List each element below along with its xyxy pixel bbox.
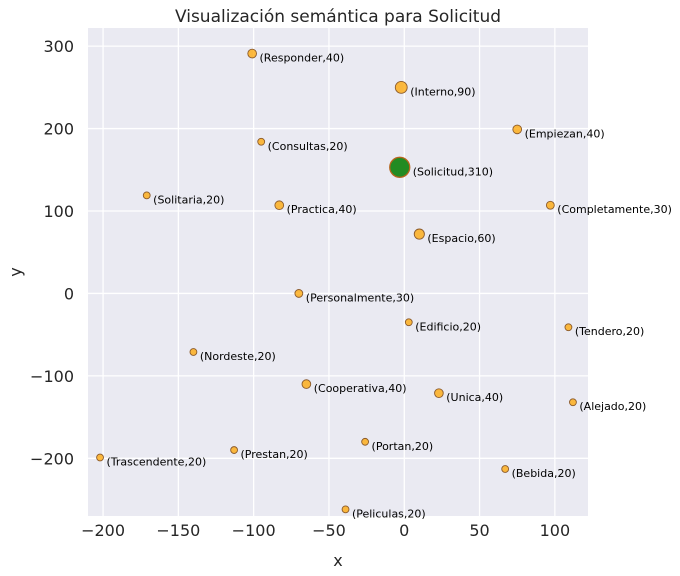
x-tick-labels: −200 −150 −100 −50 0 50 100 xyxy=(81,521,570,540)
y-tick-labels: −200 −100 0 100 200 300 xyxy=(30,37,74,468)
point-label: (Personalmente,30) xyxy=(306,291,414,304)
point-label: (Solitaria,20) xyxy=(153,193,224,206)
y-tick-label: 200 xyxy=(43,120,74,139)
y-tick-label: −100 xyxy=(30,367,74,386)
point-label: (Espacio,60) xyxy=(427,232,495,245)
x-tick-label: −100 xyxy=(232,521,276,540)
plot-area xyxy=(88,28,588,516)
y-tick-label: 0 xyxy=(64,284,74,303)
y-tick-label: −200 xyxy=(30,449,74,468)
point-label: (Bebida,20) xyxy=(512,467,576,480)
point-label: (Responder,40) xyxy=(260,52,345,65)
data-point xyxy=(230,446,238,454)
data-point xyxy=(361,437,369,446)
point-label: (Trascendente,20) xyxy=(106,455,206,468)
y-tick-label: 300 xyxy=(43,37,74,56)
chart-title: Visualización semántica para Solicitud xyxy=(175,7,501,27)
point-label: (Peliculas,20) xyxy=(352,507,426,520)
data-point xyxy=(301,379,312,389)
data-point xyxy=(294,289,304,298)
data-point xyxy=(404,318,413,327)
point-label: (Interno,90) xyxy=(410,85,475,98)
point-label: (Solicitud,310) xyxy=(413,165,493,178)
x-tick-label: 100 xyxy=(540,521,571,540)
point-labels: (Solicitud,310) (Interno,90) (Espacio,60) (… xyxy=(106,52,671,521)
data-point xyxy=(501,465,510,473)
x-axis-label: x xyxy=(333,551,342,570)
point-label: (Empiezan,40) xyxy=(525,127,605,140)
data-point xyxy=(257,137,266,146)
point-label: (Edificio,20) xyxy=(415,320,481,333)
data-point xyxy=(247,48,257,59)
point-label: (Completamente,30) xyxy=(557,203,672,216)
y-tick-label: 100 xyxy=(43,202,74,221)
data-point xyxy=(564,323,573,332)
point-label: (Unica,40) xyxy=(446,391,503,404)
data-point xyxy=(413,228,425,240)
x-tick-label: 50 xyxy=(469,521,489,540)
data-point xyxy=(96,453,104,462)
data-point xyxy=(434,388,444,398)
point-label: (Cooperativa,40) xyxy=(314,382,407,395)
data-point xyxy=(389,156,411,178)
data-point xyxy=(189,348,198,356)
data-points xyxy=(96,48,577,514)
point-label: (Prestan,20) xyxy=(241,448,308,461)
point-label: (Alejado,20) xyxy=(579,400,646,413)
point-label: (Nordeste,20) xyxy=(200,350,276,363)
point-label: (Consultas,20) xyxy=(268,140,348,153)
data-point xyxy=(274,200,285,211)
point-label: (Tendero,20) xyxy=(575,325,644,338)
data-point xyxy=(512,124,523,135)
x-tick-label: −50 xyxy=(312,521,346,540)
point-label: (Portan,20) xyxy=(372,440,434,453)
data-point xyxy=(394,80,408,94)
data-point xyxy=(142,191,151,200)
x-tick-label: 0 xyxy=(399,521,409,540)
grid xyxy=(88,28,588,516)
x-tick-label: −200 xyxy=(81,521,125,540)
data-point xyxy=(341,505,350,514)
y-axis-label: y xyxy=(6,267,25,276)
x-tick-label: −150 xyxy=(156,521,200,540)
point-label: (Practica,40) xyxy=(287,203,357,216)
data-point xyxy=(569,398,577,407)
data-point xyxy=(545,200,555,210)
